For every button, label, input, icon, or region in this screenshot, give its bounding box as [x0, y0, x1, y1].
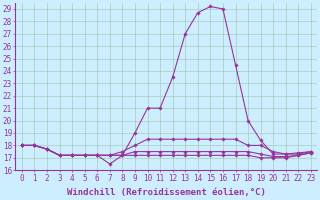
X-axis label: Windchill (Refroidissement éolien,°C): Windchill (Refroidissement éolien,°C): [67, 188, 266, 197]
